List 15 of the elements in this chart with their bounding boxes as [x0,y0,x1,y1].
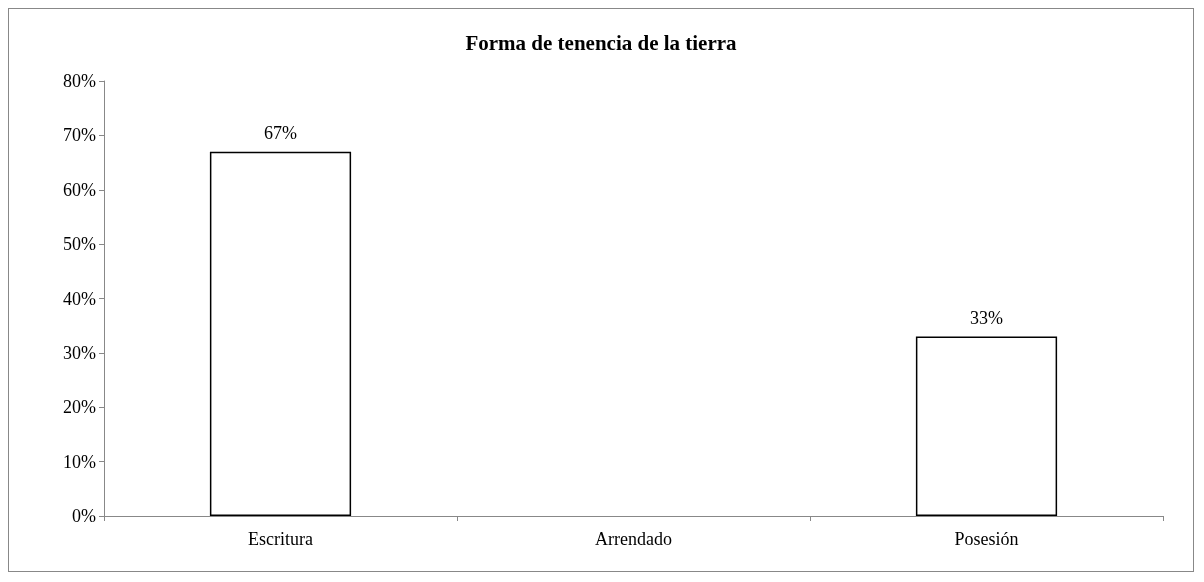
y-tick-label: 30% [63,342,96,363]
y-tick-label: 80% [63,71,96,91]
x-tick-label: Posesión [954,529,1019,549]
y-tick-label: 40% [63,288,96,309]
y-tick-label: 10% [63,451,96,472]
y-tick-label: 60% [63,179,96,200]
data-label: 33% [970,307,1003,328]
x-tick-label: Escritura [248,529,313,549]
y-tick-label: 20% [63,397,96,418]
y-tick-label: 50% [63,234,96,255]
y-tick-label: 0% [72,506,96,526]
data-label: 67% [264,122,297,143]
x-tick-label: Arrendado [595,529,672,549]
y-tick-label: 70% [63,125,96,146]
chart-title: Forma de tenencia de la tierra [465,30,738,55]
